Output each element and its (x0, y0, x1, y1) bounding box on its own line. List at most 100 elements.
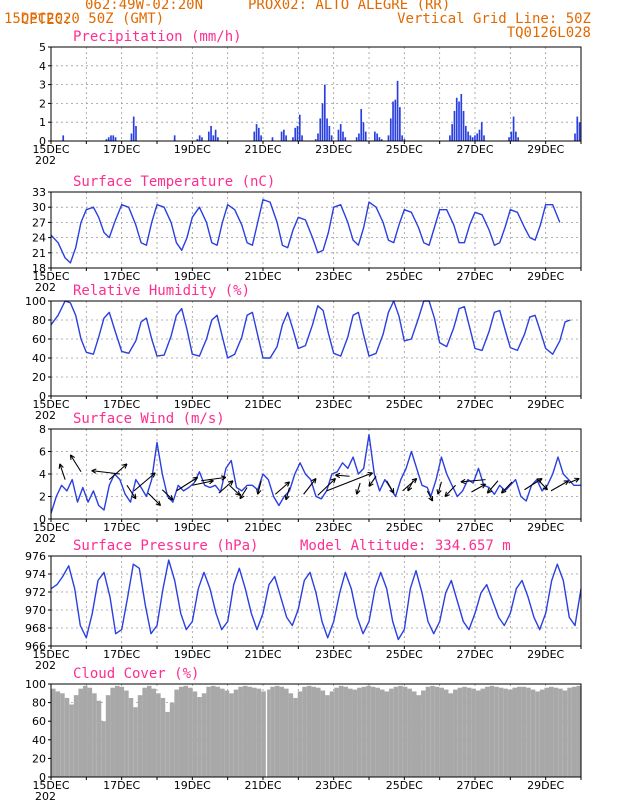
wind-arrow-head (428, 497, 433, 502)
panel-frame (50, 555, 582, 647)
y-tick-label: 4 (39, 60, 46, 73)
data-bar (549, 686, 554, 777)
panel-title: Surface Pressure (hPa) (73, 538, 258, 554)
x-tick-label: 23DEC (315, 143, 352, 156)
data-bar (326, 118, 328, 141)
data-bar (480, 688, 486, 777)
wind-arrow (486, 480, 499, 494)
data-bar (78, 688, 83, 777)
y-tick-label: 21 (32, 247, 46, 260)
data-bar (196, 139, 199, 141)
panel-title: Cloud Cover (%) (73, 666, 199, 682)
data-bar (530, 689, 536, 777)
wind-arrow-head (460, 481, 466, 485)
wind-arrow-shaft (550, 480, 569, 492)
wind-arrow-head (256, 489, 259, 495)
data-line (50, 198, 561, 264)
data-bar (317, 133, 319, 141)
data-bar (224, 690, 230, 777)
y-tick-label: 18 (32, 262, 46, 275)
x-tick-label: 29DEC (527, 779, 564, 792)
x-tick-label: 19DEC (174, 270, 211, 283)
data-bar (51, 688, 56, 777)
x-tick-label: 25DEC (386, 648, 423, 661)
x-tick-label: 19DEC (174, 398, 211, 411)
wind-arrow-head (314, 478, 317, 484)
wind-arrow (550, 480, 570, 492)
data-bar (298, 114, 301, 141)
x-tick-label: 27DEC (456, 143, 493, 156)
x-tick-label: 17DEC (103, 143, 140, 156)
data-bar (87, 687, 93, 777)
data-bar (330, 135, 333, 141)
wind-arrow (407, 480, 414, 492)
data-bar (411, 691, 417, 777)
wind-arrow-head (285, 495, 290, 501)
x-tick-label: 29DEC (527, 521, 564, 534)
wind-arrow-shaft (59, 463, 66, 480)
data-bar (105, 139, 108, 141)
data-bar (271, 137, 274, 141)
data-bar (242, 685, 248, 777)
data-bar (146, 685, 152, 777)
x-tick-label: 15DEC (32, 779, 69, 792)
data-bar (403, 139, 406, 141)
data-bar (387, 135, 390, 141)
data-bar (396, 80, 399, 141)
wind-arrow-shaft (471, 483, 486, 493)
data-bar (128, 697, 134, 777)
wind-arrow (436, 481, 442, 495)
data-bar (517, 137, 519, 141)
data-bar (130, 133, 133, 141)
wind-arrow-shaft (303, 478, 317, 495)
data-bar (212, 135, 215, 141)
data-bar (512, 687, 518, 777)
wind-arrow-head (437, 490, 442, 495)
data-bar (558, 688, 563, 777)
wind-arrow-head (368, 481, 371, 487)
data-bar (443, 689, 449, 777)
wind-arrow-shaft (257, 480, 262, 495)
wind-arrow-shaft (133, 472, 156, 492)
data-bar (201, 693, 207, 777)
data-bar (357, 687, 362, 777)
data-bar (311, 686, 316, 777)
wind-arrow-head (356, 490, 361, 495)
header-model: TQ0126L028 (506, 25, 591, 41)
data-bar (320, 690, 326, 777)
data-bar (217, 137, 219, 141)
x-tick-label: 17DEC (103, 521, 140, 534)
x-tick-label: 21DEC (244, 270, 281, 283)
x-tick-label: 23DEC (315, 521, 352, 534)
wind-arrow-head (209, 480, 214, 485)
data-bar (374, 131, 376, 141)
wind-arrow (161, 489, 174, 501)
data-bar (114, 685, 120, 777)
y-tick-label: 100 (25, 295, 46, 308)
data-bar (101, 721, 106, 777)
data-bar (503, 688, 508, 777)
data-bar (201, 137, 203, 141)
data-bar (347, 688, 353, 777)
x-tick-label: 27DEC (456, 398, 493, 411)
wind-arrow (426, 490, 434, 502)
data-bar (253, 131, 256, 141)
y-tick-label: 2 (39, 97, 46, 110)
data-bar (151, 688, 157, 777)
data-bar (464, 125, 467, 141)
wind-arrow-head (355, 489, 358, 495)
data-bar (453, 110, 456, 141)
data-bar (293, 697, 298, 777)
x-tick-label: 29DEC (527, 398, 564, 411)
data-bar (334, 687, 339, 777)
wind-arrow (133, 472, 156, 492)
data-bar (233, 689, 239, 777)
data-bar (114, 137, 117, 141)
wind-arrow-head (134, 493, 137, 499)
data-bar (416, 695, 422, 777)
wind-arrow-head (436, 489, 439, 495)
data-bar (394, 99, 397, 141)
header-source: CPTEC: (4, 0, 72, 28)
wind-arrow-head (335, 472, 341, 476)
wind-arrow-head (59, 463, 64, 468)
